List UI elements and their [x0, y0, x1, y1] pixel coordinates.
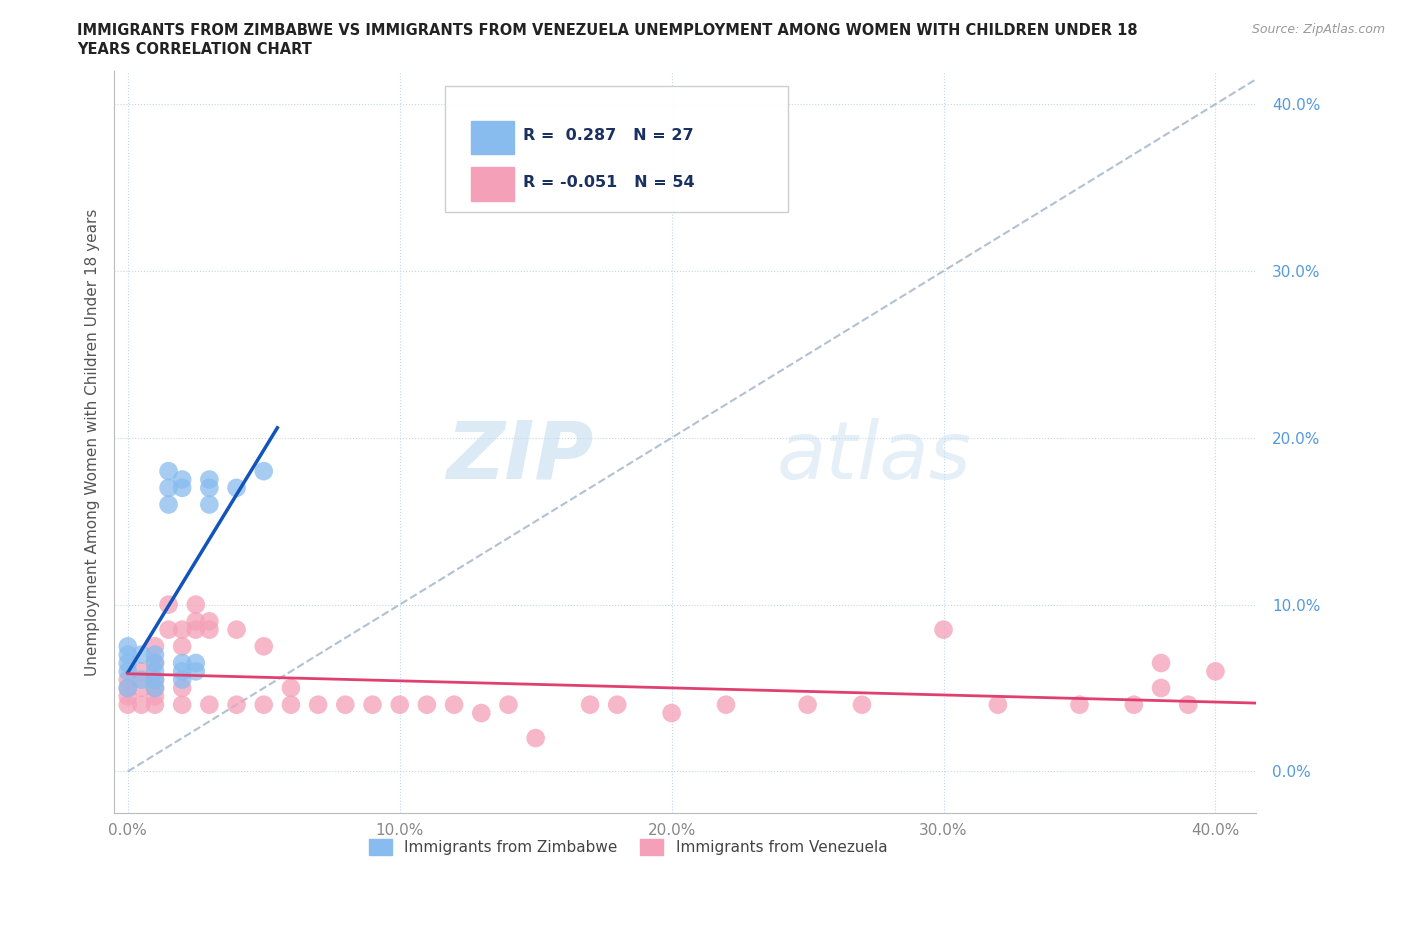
Point [1069, 698, 1091, 712]
Point [143, 681, 166, 696]
Point [131, 664, 153, 679]
Point [579, 698, 602, 712]
Point [280, 698, 302, 712]
Point [307, 698, 329, 712]
Point [172, 664, 194, 679]
Point [172, 622, 194, 637]
Point [184, 614, 207, 629]
Point [117, 664, 139, 679]
Point [524, 731, 547, 746]
Point [416, 698, 439, 712]
Point [184, 622, 207, 637]
Text: ZIP: ZIP [447, 418, 593, 496]
Point [184, 656, 207, 671]
Point [157, 464, 180, 479]
Point [172, 472, 194, 487]
Point [131, 647, 153, 662]
Point [143, 698, 166, 712]
Point [225, 698, 247, 712]
Point [1150, 656, 1173, 671]
Point [143, 656, 166, 671]
Point [143, 681, 166, 696]
Point [661, 706, 683, 721]
Point [498, 698, 520, 712]
Point [172, 672, 194, 687]
Point [117, 689, 139, 704]
Point [172, 681, 194, 696]
Point [253, 639, 276, 654]
Legend: Immigrants from Zimbabwe, Immigrants from Venezuela: Immigrants from Zimbabwe, Immigrants fro… [363, 833, 893, 861]
Point [987, 698, 1010, 712]
Point [796, 698, 818, 712]
Bar [471, 167, 515, 201]
Point [172, 639, 194, 654]
Text: Source: ZipAtlas.com: Source: ZipAtlas.com [1251, 23, 1385, 36]
FancyBboxPatch shape [446, 86, 787, 212]
Point [117, 698, 139, 712]
Point [131, 698, 153, 712]
Point [117, 639, 139, 654]
Point [280, 681, 302, 696]
Point [1204, 664, 1226, 679]
Point [253, 464, 276, 479]
Point [172, 698, 194, 712]
Point [851, 698, 873, 712]
Point [932, 622, 955, 637]
Text: IMMIGRANTS FROM ZIMBABWE VS IMMIGRANTS FROM VENEZUELA UNEMPLOYMENT AMONG WOMEN W: IMMIGRANTS FROM ZIMBABWE VS IMMIGRANTS F… [77, 23, 1137, 38]
Point [225, 622, 247, 637]
Point [361, 698, 384, 712]
Point [225, 481, 247, 496]
Point [1122, 698, 1144, 712]
Text: R = -0.051   N = 54: R = -0.051 N = 54 [523, 175, 695, 190]
Point [443, 698, 465, 712]
Point [143, 664, 166, 679]
Point [117, 681, 139, 696]
Point [388, 698, 411, 712]
Point [157, 497, 180, 512]
Point [143, 672, 166, 687]
Point [117, 647, 139, 662]
Point [143, 672, 166, 687]
Point [1177, 698, 1199, 712]
Point [131, 672, 153, 687]
Point [198, 481, 221, 496]
Text: R =  0.287   N = 27: R = 0.287 N = 27 [523, 128, 693, 143]
Point [606, 698, 628, 712]
Point [184, 597, 207, 612]
Point [335, 698, 357, 712]
Text: atlas: atlas [776, 418, 972, 496]
Y-axis label: Unemployment Among Women with Children Under 18 years: Unemployment Among Women with Children U… [86, 208, 100, 676]
Point [1150, 681, 1173, 696]
Point [172, 656, 194, 671]
Point [117, 681, 139, 696]
Point [198, 472, 221, 487]
Point [198, 622, 221, 637]
Text: YEARS CORRELATION CHART: YEARS CORRELATION CHART [77, 42, 312, 57]
Point [143, 689, 166, 704]
Point [470, 706, 492, 721]
Point [198, 497, 221, 512]
Point [714, 698, 737, 712]
Point [198, 698, 221, 712]
Point [172, 481, 194, 496]
Point [117, 656, 139, 671]
Point [131, 681, 153, 696]
Point [143, 656, 166, 671]
Point [198, 614, 221, 629]
Point [253, 698, 276, 712]
Point [143, 639, 166, 654]
Point [184, 664, 207, 679]
Bar [471, 121, 515, 154]
Point [157, 622, 180, 637]
Point [157, 597, 180, 612]
Point [157, 481, 180, 496]
Point [143, 647, 166, 662]
Point [117, 672, 139, 687]
